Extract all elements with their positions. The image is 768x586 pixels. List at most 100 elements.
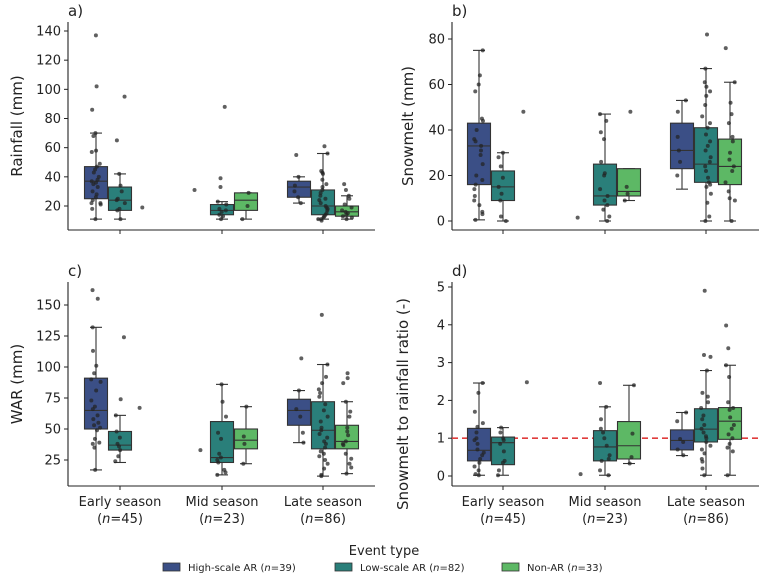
data-point bbox=[598, 426, 603, 431]
box-low bbox=[490, 150, 516, 223]
data-point bbox=[498, 214, 503, 219]
data-point bbox=[325, 362, 330, 367]
data-point bbox=[727, 441, 732, 446]
data-point bbox=[625, 191, 630, 196]
box-non bbox=[334, 371, 360, 476]
data-point bbox=[725, 473, 730, 478]
data-point bbox=[704, 436, 709, 441]
data-point bbox=[731, 164, 736, 169]
data-point bbox=[140, 205, 145, 210]
data-point bbox=[241, 461, 246, 466]
y-tick-label: 100 bbox=[36, 361, 61, 376]
data-point bbox=[346, 433, 351, 438]
box-low bbox=[107, 94, 133, 222]
data-point bbox=[222, 104, 227, 109]
box-high bbox=[198, 448, 203, 453]
data-point bbox=[500, 175, 505, 180]
data-point bbox=[472, 193, 477, 198]
data-point bbox=[703, 219, 708, 223]
data-point bbox=[601, 430, 606, 435]
data-point bbox=[317, 394, 322, 399]
data-point bbox=[325, 151, 330, 156]
data-point bbox=[598, 112, 603, 117]
x-tick-label: Late season bbox=[284, 495, 362, 510]
data-point bbox=[341, 381, 346, 386]
data-point bbox=[675, 447, 680, 452]
box-high bbox=[83, 33, 109, 222]
data-point bbox=[724, 323, 729, 328]
box-low bbox=[693, 32, 719, 223]
box-high bbox=[669, 410, 695, 458]
box-high bbox=[669, 98, 695, 190]
data-point bbox=[219, 436, 224, 441]
data-point bbox=[89, 398, 94, 403]
box-non bbox=[334, 182, 360, 222]
data-point bbox=[708, 354, 713, 359]
legend-title: Event type bbox=[349, 544, 419, 559]
legend-item-low: Low-scale AR (n=82) bbox=[334, 562, 465, 574]
box-low bbox=[107, 335, 133, 464]
data-point bbox=[91, 170, 96, 175]
data-point bbox=[318, 201, 323, 206]
data-point bbox=[604, 443, 609, 448]
data-point bbox=[602, 198, 607, 203]
y-tick-label: 75 bbox=[44, 392, 61, 407]
data-point bbox=[240, 217, 245, 222]
data-point bbox=[345, 376, 350, 381]
data-point bbox=[300, 430, 305, 435]
data-point bbox=[727, 407, 732, 412]
data-point bbox=[705, 394, 710, 399]
data-point bbox=[476, 468, 481, 473]
data-point bbox=[706, 400, 711, 405]
data-point bbox=[320, 381, 325, 386]
data-point bbox=[474, 128, 479, 132]
data-point bbox=[606, 473, 611, 478]
y-tick-label: 20 bbox=[428, 169, 445, 184]
data-point bbox=[728, 415, 733, 420]
data-point bbox=[628, 109, 633, 114]
box-high bbox=[192, 187, 197, 192]
data-point bbox=[607, 214, 612, 219]
box-high bbox=[578, 472, 583, 477]
data-point bbox=[224, 202, 229, 207]
data-point bbox=[97, 440, 102, 445]
data-point bbox=[706, 175, 711, 180]
data-point bbox=[699, 426, 704, 431]
data-point bbox=[501, 438, 506, 443]
data-point bbox=[702, 422, 707, 427]
y-tick-label: 4 bbox=[437, 318, 445, 333]
data-point bbox=[727, 374, 732, 379]
data-point bbox=[479, 143, 484, 148]
data-point bbox=[341, 443, 346, 448]
data-point bbox=[349, 205, 354, 210]
data-point bbox=[324, 374, 329, 379]
box-iqr bbox=[286, 398, 312, 426]
box-iqr bbox=[592, 163, 618, 206]
data-point bbox=[319, 218, 324, 223]
data-point bbox=[500, 460, 505, 465]
data-point bbox=[117, 435, 122, 440]
data-point bbox=[91, 182, 96, 187]
data-point bbox=[678, 436, 683, 441]
data-point bbox=[598, 381, 603, 386]
data-point bbox=[321, 451, 326, 456]
data-point bbox=[474, 173, 479, 178]
data-point bbox=[472, 464, 477, 469]
data-point bbox=[93, 217, 98, 222]
data-point bbox=[94, 84, 99, 89]
data-point bbox=[296, 174, 301, 179]
data-point bbox=[681, 439, 686, 444]
data-point bbox=[480, 162, 485, 167]
data-point bbox=[343, 187, 348, 192]
box-low bbox=[209, 382, 235, 477]
data-point bbox=[683, 98, 688, 103]
data-point bbox=[325, 414, 330, 419]
y-tick-label: 0 bbox=[437, 470, 445, 485]
data-point bbox=[217, 451, 222, 456]
data-point bbox=[676, 148, 681, 153]
data-point bbox=[92, 445, 97, 450]
data-point bbox=[92, 436, 97, 441]
data-point bbox=[114, 138, 119, 143]
box-low bbox=[592, 112, 618, 223]
data-point bbox=[475, 447, 480, 452]
